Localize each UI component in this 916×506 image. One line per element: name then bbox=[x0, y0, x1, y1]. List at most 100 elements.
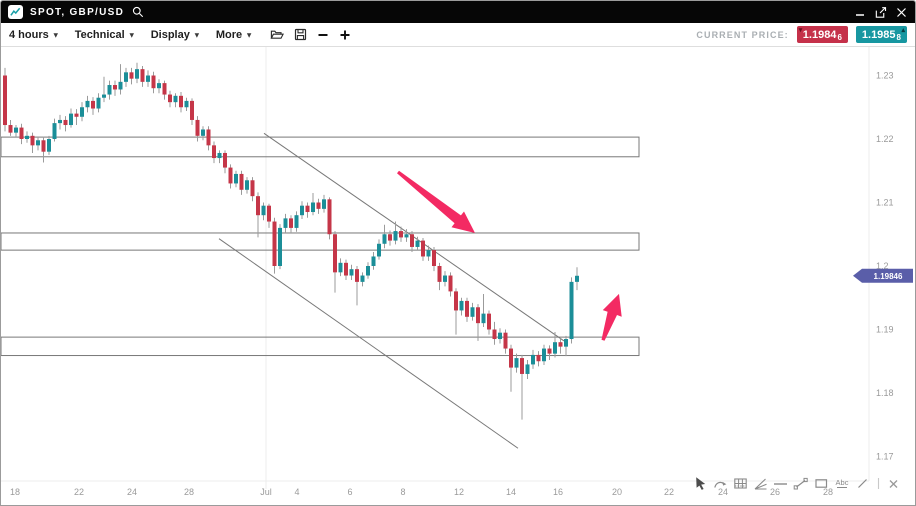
window-title: SPOT, GBP/USD bbox=[30, 6, 125, 18]
candle-body bbox=[272, 221, 277, 266]
more-dropdown[interactable]: More ▾ bbox=[216, 29, 251, 41]
ask-price-badge: ▴ 1.1985 8 bbox=[855, 26, 907, 43]
text-tool-icon[interactable]: Abc bbox=[834, 476, 850, 491]
candle-body bbox=[382, 234, 387, 244]
candle-body bbox=[234, 173, 238, 184]
candle-body bbox=[542, 348, 546, 362]
arrow-down-icon: ▾ bbox=[798, 27, 803, 34]
candle-body bbox=[322, 199, 326, 209]
title-bar: SPOT, GBP/USD bbox=[1, 1, 915, 23]
zoom-in-icon[interactable] bbox=[339, 29, 351, 41]
chevron-down-icon: ▾ bbox=[247, 30, 252, 40]
ask-price-subdigit: 8 bbox=[896, 33, 901, 42]
x-axis-label: 20 bbox=[612, 487, 622, 497]
search-icon[interactable] bbox=[132, 6, 144, 18]
candle-body bbox=[569, 281, 574, 340]
candle-body bbox=[327, 199, 332, 235]
trendline-tool-icon[interactable] bbox=[793, 476, 809, 491]
x-axis-label: Jul bbox=[260, 487, 272, 497]
close-icon[interactable] bbox=[896, 7, 907, 18]
channel-line-2[interactable] bbox=[218, 238, 519, 449]
horizontal-line-tool-icon[interactable] bbox=[773, 476, 788, 491]
price-band-1[interactable] bbox=[1, 136, 640, 158]
candle-body bbox=[459, 300, 464, 311]
timeframe-dropdown-label: 4 hours bbox=[9, 28, 49, 41]
candle-body bbox=[283, 218, 288, 228]
candle-body bbox=[157, 83, 161, 89]
technical-dropdown[interactable]: Technical ▾ bbox=[75, 29, 134, 41]
candle-body bbox=[223, 152, 227, 168]
candle-body bbox=[349, 269, 354, 276]
price-chart-canvas[interactable]: 1.23 1.22 1.21 1.2 1.19 1.18 1.17 18 22 24 28 Jul 4 6… bbox=[1, 47, 916, 506]
diagonal-line-tool-icon[interactable] bbox=[855, 476, 870, 491]
curved-arrow-tool-icon[interactable] bbox=[713, 476, 728, 491]
candle-body bbox=[399, 231, 403, 238]
open-folder-icon[interactable] bbox=[270, 28, 285, 41]
candle-body bbox=[184, 100, 189, 108]
angle-lines-tool-icon[interactable] bbox=[753, 476, 768, 491]
price-band-3[interactable] bbox=[1, 336, 640, 357]
candle-body bbox=[113, 85, 117, 90]
candle-body bbox=[168, 94, 172, 103]
candle-body bbox=[25, 135, 29, 139]
trend-arrow-2[interactable] bbox=[601, 293, 622, 341]
chevron-down-icon: ▾ bbox=[53, 30, 58, 40]
candle-body bbox=[377, 243, 381, 257]
candle-body bbox=[69, 113, 73, 126]
candle-body bbox=[470, 307, 475, 317]
price-band-2[interactable] bbox=[1, 232, 640, 251]
candle-body bbox=[19, 127, 24, 139]
candle-body bbox=[305, 205, 310, 213]
candle-body bbox=[487, 313, 491, 330]
candle-body bbox=[393, 231, 398, 241]
display-dropdown[interactable]: Display ▾ bbox=[151, 29, 199, 41]
candle-body bbox=[536, 354, 541, 362]
candle-body bbox=[58, 119, 62, 124]
candle-body bbox=[140, 69, 145, 82]
candle-body bbox=[206, 129, 211, 146]
x-axis-label: 28 bbox=[184, 487, 194, 497]
candle-body bbox=[443, 275, 447, 282]
y-axis-label: 1.22 bbox=[876, 134, 894, 144]
current-price-tag bbox=[853, 268, 913, 283]
save-icon[interactable] bbox=[294, 28, 307, 41]
timeframe-dropdown[interactable]: 4 hours ▾ bbox=[9, 29, 58, 41]
x-axis-label: 16 bbox=[553, 487, 563, 497]
candle-body bbox=[179, 95, 183, 108]
x-axis-label: 24 bbox=[718, 487, 728, 497]
candle-body bbox=[173, 95, 178, 103]
chart-area: 1.23 1.22 1.21 1.2 1.19 1.18 1.17 18 22 24 28 Jul 4 6… bbox=[1, 47, 916, 506]
x-axis-label: 12 bbox=[454, 487, 464, 497]
candle-body bbox=[91, 100, 95, 109]
delete-drawing-icon[interactable] bbox=[887, 476, 900, 491]
pointer-tool-icon[interactable] bbox=[694, 476, 708, 491]
candle-body bbox=[190, 100, 194, 120]
bid-price-badge: ▾ 1.1984 6 bbox=[796, 26, 848, 43]
zoom-out-icon[interactable] bbox=[317, 29, 329, 41]
rectangle-tool-icon[interactable] bbox=[814, 476, 829, 491]
candle-body bbox=[558, 342, 563, 347]
candle-body bbox=[267, 205, 271, 222]
current-price-group: CURRENT PRICE: ▾ 1.1984 6 ▴ 1.1985 8 bbox=[696, 26, 907, 43]
candle-body bbox=[47, 139, 51, 152]
y-axis-label: 1.21 bbox=[876, 198, 894, 208]
x-axis-label: 6 bbox=[347, 487, 352, 497]
trend-arrow-1[interactable] bbox=[397, 170, 475, 233]
chevron-down-icon: ▾ bbox=[129, 30, 134, 40]
candle-body bbox=[278, 227, 282, 266]
candle-body bbox=[36, 140, 40, 146]
grid-tool-icon[interactable] bbox=[733, 476, 748, 491]
open-in-new-window-icon[interactable] bbox=[874, 6, 887, 19]
x-axis-label: 28 bbox=[823, 487, 833, 497]
candle-body bbox=[74, 113, 79, 117]
y-axis-label: 1.17 bbox=[876, 452, 894, 462]
candle-body bbox=[8, 125, 13, 133]
candle-body bbox=[333, 234, 337, 273]
candle-body bbox=[212, 145, 216, 159]
minimize-icon[interactable] bbox=[855, 6, 865, 18]
toolbar-separator bbox=[875, 476, 882, 491]
candle-body bbox=[300, 205, 304, 216]
candle-body bbox=[454, 291, 458, 311]
ask-price-value: 1.1985 bbox=[861, 28, 896, 41]
candle-body bbox=[426, 250, 431, 257]
